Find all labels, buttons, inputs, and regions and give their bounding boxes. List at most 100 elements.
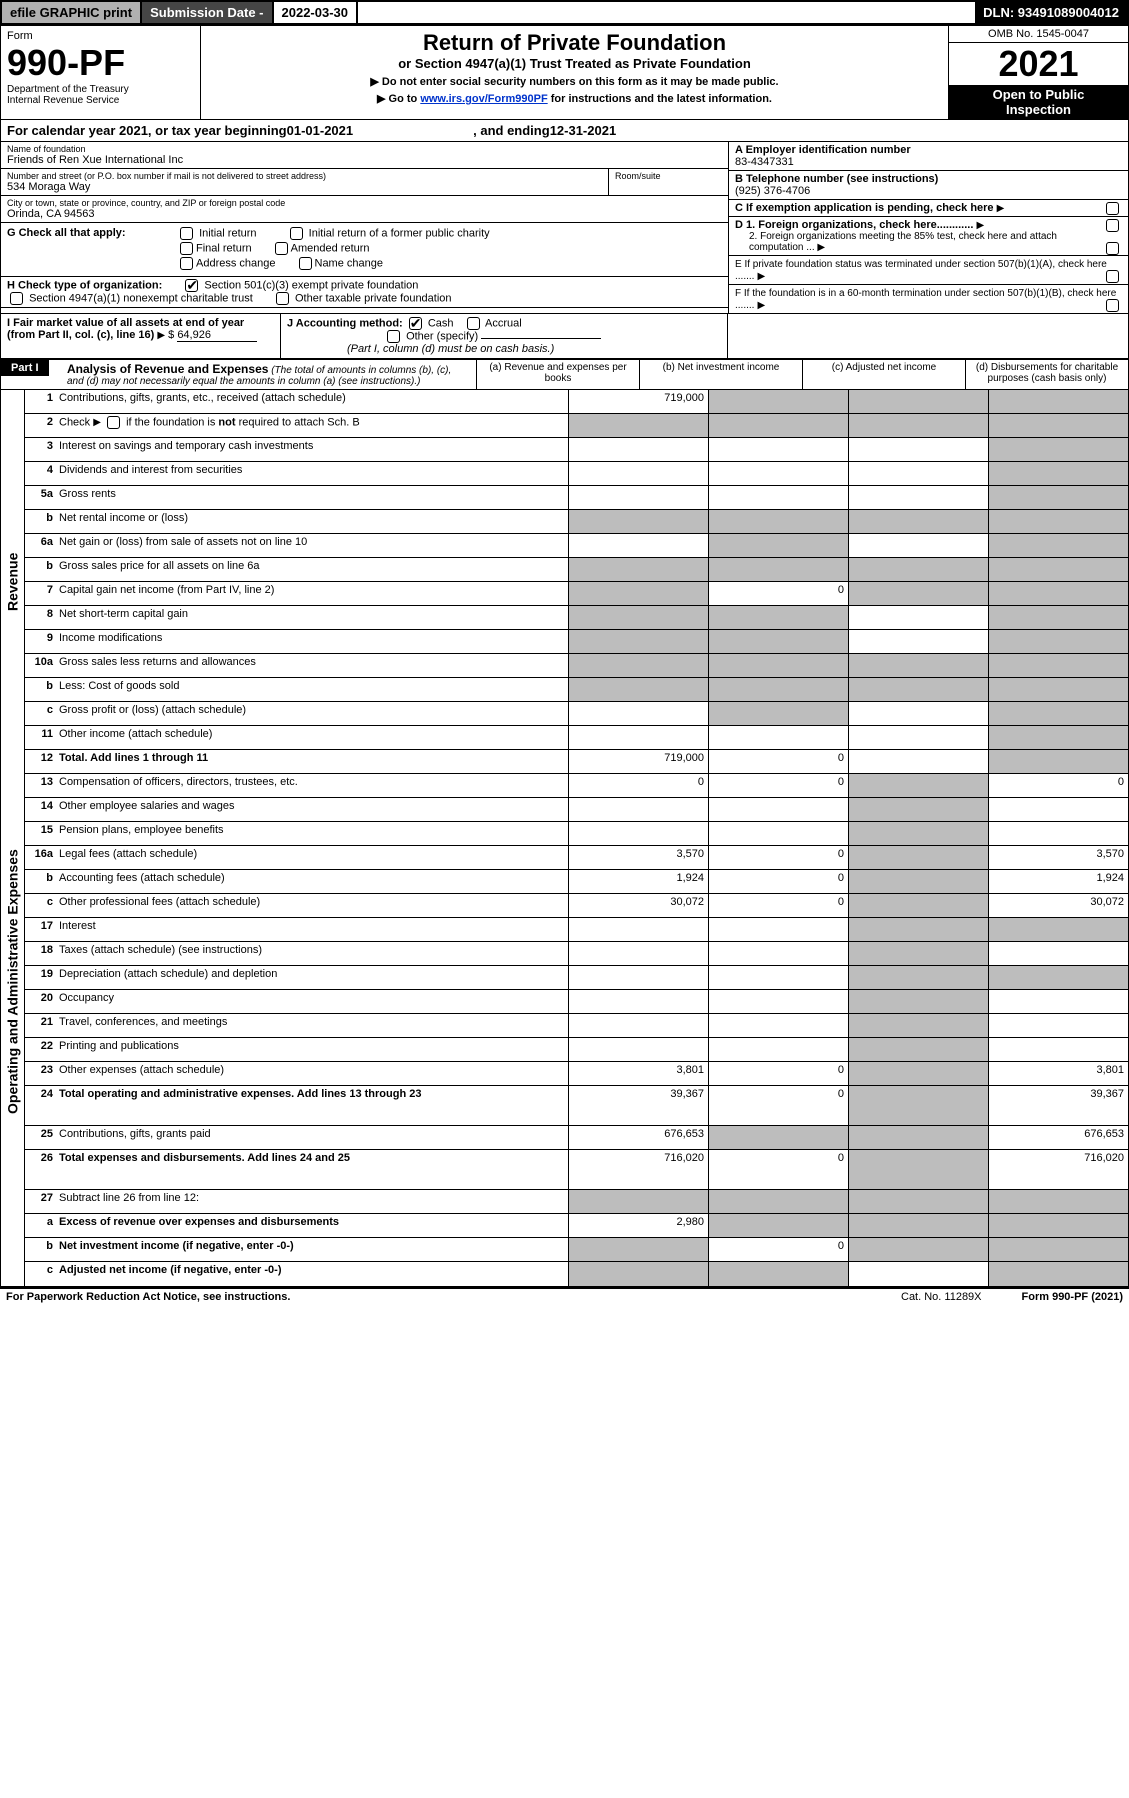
tax-year: 2021 <box>949 43 1128 85</box>
checkbox-60-month[interactable] <box>1106 299 1119 312</box>
line-1: 1Contributions, gifts, grants, etc., rec… <box>25 390 1128 414</box>
line-23: 23Other expenses (attach schedule)3,8010… <box>25 1062 1128 1086</box>
checkbox-final-return[interactable] <box>180 242 193 255</box>
checkbox-foreign-85[interactable] <box>1106 242 1119 255</box>
checkbox-4947a1[interactable] <box>10 292 23 305</box>
revenue-table: Revenue 1Contributions, gifts, grants, e… <box>0 390 1129 774</box>
line-5b: bNet rental income or (loss) <box>25 510 1128 534</box>
section-f: F If the foundation is in a 60-month ter… <box>729 285 1128 313</box>
checkbox-cash[interactable] <box>409 317 422 330</box>
city-cell: City or town, state or province, country… <box>1 196 728 223</box>
line-10c: cGross profit or (loss) (attach schedule… <box>25 702 1128 726</box>
checkbox-initial-return[interactable] <box>180 227 193 240</box>
room-suite-label: Room/suite <box>615 171 722 181</box>
section-c: C If exemption application is pending, c… <box>729 200 1128 217</box>
section-i: I Fair market value of all assets at end… <box>1 314 281 358</box>
page-footer: For Paperwork Reduction Act Notice, see … <box>0 1288 1129 1305</box>
form-label: Form <box>7 30 194 42</box>
line-16c: cOther professional fees (attach schedul… <box>25 894 1128 918</box>
checkbox-status-terminated[interactable] <box>1106 270 1119 283</box>
checkbox-amended-return[interactable] <box>275 242 288 255</box>
arrow-icon <box>157 329 165 341</box>
checkbox-other-method[interactable] <box>387 330 400 343</box>
arrow-icon <box>817 242 825 253</box>
line-11: 11Other income (attach schedule) <box>25 726 1128 750</box>
checkbox-exemption-pending[interactable] <box>1106 202 1119 215</box>
checkbox-foreign-org[interactable] <box>1106 219 1119 232</box>
line-10a: 10aGross sales less returns and allowanc… <box>25 654 1128 678</box>
section-i-j: I Fair market value of all assets at end… <box>0 314 1129 359</box>
line-20: 20Occupancy <box>25 990 1128 1014</box>
year-end: 12-31-2021 <box>550 123 617 138</box>
instr-1: ▶ Do not enter social security numbers o… <box>207 75 942 88</box>
checkbox-initial-return-former[interactable] <box>290 227 303 240</box>
checkbox-501c3[interactable] <box>185 279 198 292</box>
line-16a: 16aLegal fees (attach schedule)3,57003,5… <box>25 846 1128 870</box>
other-method-input[interactable] <box>481 338 601 339</box>
foundation-name-cell: Name of foundation Friends of Ren Xue In… <box>1 142 728 169</box>
checkbox-sch-b[interactable] <box>107 416 120 429</box>
phone-value: (925) 376-4706 <box>735 185 810 197</box>
checkbox-accrual[interactable] <box>467 317 480 330</box>
arrow-icon <box>976 219 984 231</box>
paperwork-notice: For Paperwork Reduction Act Notice, see … <box>6 1291 290 1303</box>
fmv-value: 64,926 <box>177 329 257 342</box>
id-right: A Employer identification number 83-4347… <box>728 142 1128 313</box>
line-26: 26Total expenses and disbursements. Add … <box>25 1150 1128 1190</box>
part-label: Part I <box>1 360 49 376</box>
arrow-icon <box>758 270 766 282</box>
dln-label: DLN: 93491089004012 <box>975 2 1127 23</box>
analysis-header: Part I Analysis of Revenue and Expenses … <box>0 359 1129 390</box>
top-bar: efile GRAPHIC print Submission Date - 20… <box>0 0 1129 25</box>
arrow-icon <box>997 202 1005 214</box>
line-10b: bLess: Cost of goods sold <box>25 678 1128 702</box>
line-4: 4Dividends and interest from securities <box>25 462 1128 486</box>
checkbox-address-change[interactable] <box>180 257 193 270</box>
header-right: OMB No. 1545-0047 2021 Open to Public In… <box>948 26 1128 119</box>
catalog-number: Cat. No. 11289X <box>901 1291 982 1303</box>
header-left: Form 990-PF Department of the Treasury I… <box>1 26 201 119</box>
arrow-icon <box>758 299 766 311</box>
checkbox-name-change[interactable] <box>299 257 312 270</box>
section-h: H Check type of organization: Section 50… <box>1 277 728 308</box>
section-e: E If private foundation status was termi… <box>729 256 1128 285</box>
omb-number: OMB No. 1545-0047 <box>949 26 1128 43</box>
line-3: 3Interest on savings and temporary cash … <box>25 438 1128 462</box>
header-mid: Return of Private Foundation or Section … <box>201 26 948 119</box>
expenses-body: 13Compensation of officers, directors, t… <box>25 774 1128 1190</box>
revenue-sidelabel: Revenue <box>1 390 25 774</box>
expenses-table: Operating and Administrative Expenses 13… <box>0 774 1129 1190</box>
line-27: 27Subtract line 26 from line 12: <box>25 1190 1128 1214</box>
street-address: 534 Moraga Way <box>7 181 602 193</box>
line-27-block: 27Subtract line 26 from line 12: aExcess… <box>0 1190 1129 1288</box>
city-state-zip: Orinda, CA 94563 <box>7 208 722 220</box>
open-public-badge: Open to Public Inspection <box>949 85 1128 119</box>
form-header: Form 990-PF Department of the Treasury I… <box>0 25 1129 120</box>
submission-date-value: 2022-03-30 <box>274 2 359 23</box>
section-j: J Accounting method: Cash Accrual Other … <box>281 314 728 358</box>
form-number: 990-PF <box>7 42 194 84</box>
line-14: 14Other employee salaries and wages <box>25 798 1128 822</box>
phone-cell: B Telephone number (see instructions) (9… <box>729 171 1128 200</box>
line-6a: 6aNet gain or (loss) from sale of assets… <box>25 534 1128 558</box>
efile-label[interactable]: efile GRAPHIC print <box>2 2 142 23</box>
line-18: 18Taxes (attach schedule) (see instructi… <box>25 942 1128 966</box>
line-7: 7Capital gain net income (from Part IV, … <box>25 582 1128 606</box>
id-left: Name of foundation Friends of Ren Xue In… <box>1 142 728 313</box>
line-2: 2Check if the foundation is not required… <box>25 414 1128 438</box>
form990pf-link[interactable]: www.irs.gov/Form990PF <box>420 93 547 105</box>
line-25: 25Contributions, gifts, grants paid676,6… <box>25 1126 1128 1150</box>
line-21: 21Travel, conferences, and meetings <box>25 1014 1128 1038</box>
line-27a: aExcess of revenue over expenses and dis… <box>25 1214 1128 1238</box>
address-cell: Number and street (or P.O. box number if… <box>1 169 728 196</box>
col-c-header: (c) Adjusted net income <box>803 360 966 389</box>
section-g: G Check all that apply: Initial return I… <box>1 223 728 277</box>
ein-cell: A Employer identification number 83-4347… <box>729 142 1128 171</box>
line-27b: bNet investment income (if negative, ent… <box>25 1238 1128 1262</box>
line-8: 8Net short-term capital gain <box>25 606 1128 630</box>
col-b-header: (b) Net investment income <box>640 360 803 389</box>
submission-date-label: Submission Date - <box>142 2 273 23</box>
instr-2: ▶ Go to www.irs.gov/Form990PF for instru… <box>207 92 942 105</box>
checkbox-other-taxable[interactable] <box>276 292 289 305</box>
form-footer-label: Form 990-PF (2021) <box>1022 1291 1123 1303</box>
